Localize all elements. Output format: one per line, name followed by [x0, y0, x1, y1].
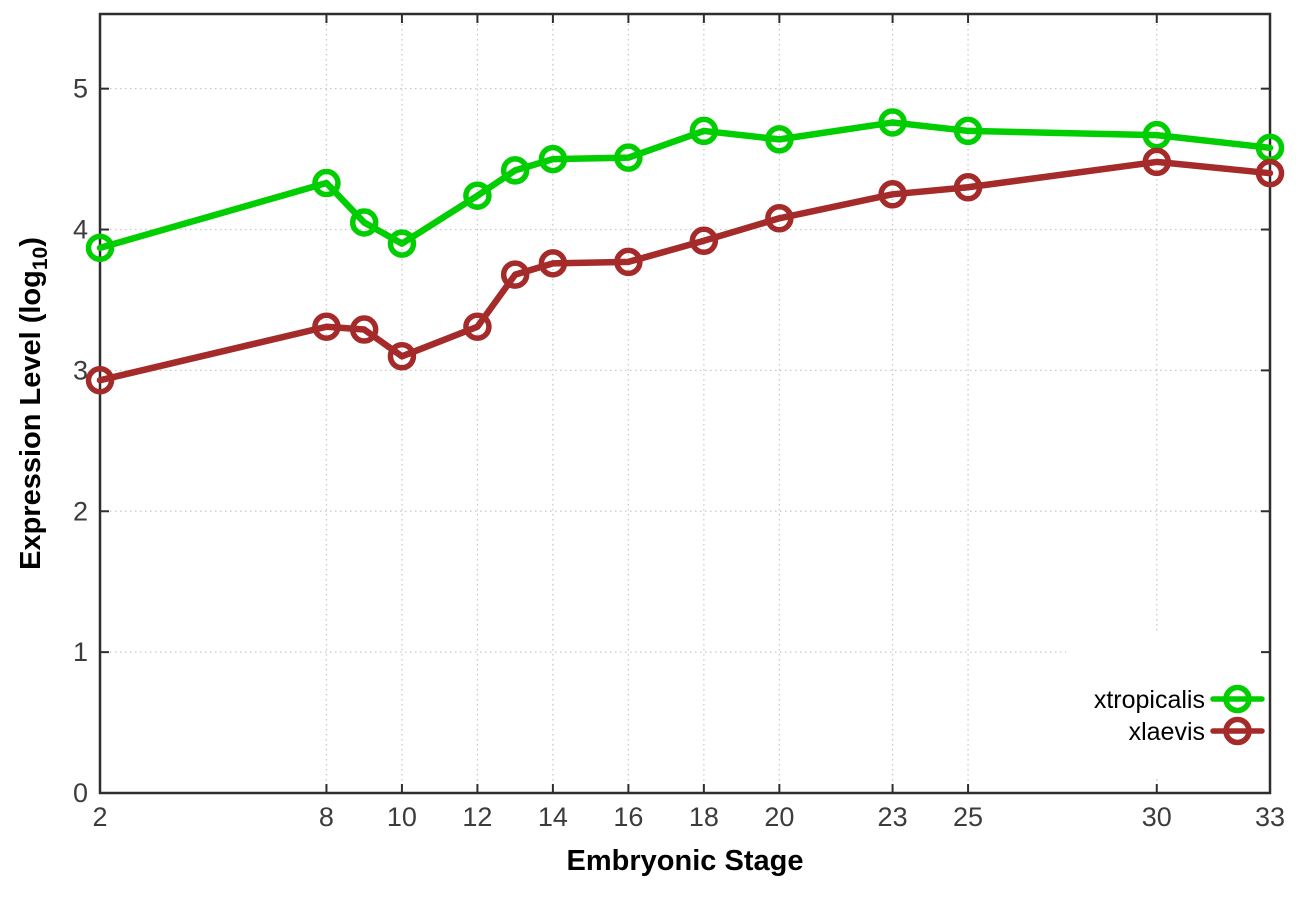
legend-marker-xlaevis [1223, 716, 1252, 746]
x-tick-label: 16 [613, 802, 643, 832]
data-point-xlaevis-14 [538, 249, 568, 278]
data-point-xtropicalis-2 [85, 233, 115, 263]
y-tick-label: 0 [73, 778, 88, 808]
data-point-xtropicalis-9 [349, 208, 379, 237]
data-point-xtropicalis-30 [1142, 120, 1172, 150]
x-tick-label: 10 [387, 802, 417, 832]
data-point-xlaevis-2 [85, 366, 115, 395]
data-point-xtropicalis-14 [538, 144, 568, 174]
x-tick-label: 14 [538, 802, 568, 832]
data-point-xtropicalis-20 [765, 125, 794, 154]
legend-box [1066, 634, 1266, 778]
y-tick-label: 5 [73, 74, 88, 104]
x-tick-label: 20 [764, 802, 794, 832]
x-tick-label: 30 [1142, 802, 1172, 832]
data-point-xlaevis-30 [1142, 147, 1172, 177]
x-tick-label: 12 [462, 802, 492, 832]
x-tick-label: 2 [92, 802, 107, 832]
data-point-xtropicalis-23 [878, 108, 907, 137]
x-tick-label: 23 [878, 802, 908, 832]
x-axis-title: Embryonic Stage [567, 845, 804, 877]
legend-marker-xtropicalis [1223, 684, 1252, 714]
legend-label-xlaevis: xlaevis [1129, 718, 1205, 746]
plot-border [98, 12, 1272, 795]
y-tick-label: 1 [73, 637, 88, 667]
x-tick-label: 18 [689, 802, 719, 832]
data-point-xlaevis-25 [953, 173, 983, 202]
data-point-xlaevis-16 [614, 247, 643, 277]
data-point-xlaevis-10 [387, 342, 417, 371]
y-tick-label: 4 [73, 215, 88, 245]
legend-label-xtropicalis: xtropicalis [1094, 686, 1205, 714]
x-tick-label: 25 [953, 802, 983, 832]
data-point-xtropicalis-8 [312, 168, 341, 198]
x-tick-label: 33 [1255, 802, 1285, 832]
data-point-xlaevis-8 [312, 312, 341, 341]
data-point-xlaevis-18 [689, 226, 719, 256]
y-axis-title: Expression Level (log10) [15, 237, 52, 570]
data-point-xlaevis-12 [463, 312, 492, 341]
data-point-xlaevis-13 [500, 260, 530, 289]
y-tick-label: 2 [73, 496, 88, 526]
data-point-xtropicalis-25 [953, 116, 983, 146]
x-tick-label: 8 [319, 802, 334, 832]
data-point-xtropicalis-16 [614, 143, 643, 172]
data-point-xtropicalis-18 [689, 116, 719, 146]
data-point-xtropicalis-13 [500, 156, 530, 185]
data-point-xtropicalis-12 [463, 181, 492, 210]
data-point-xlaevis-9 [349, 315, 379, 344]
data-point-xlaevis-23 [878, 180, 907, 209]
data-point-xlaevis-33 [1255, 158, 1285, 188]
y-tick-label: 3 [73, 355, 88, 385]
data-point-xlaevis-20 [765, 204, 794, 233]
data-point-xtropicalis-10 [387, 229, 417, 258]
